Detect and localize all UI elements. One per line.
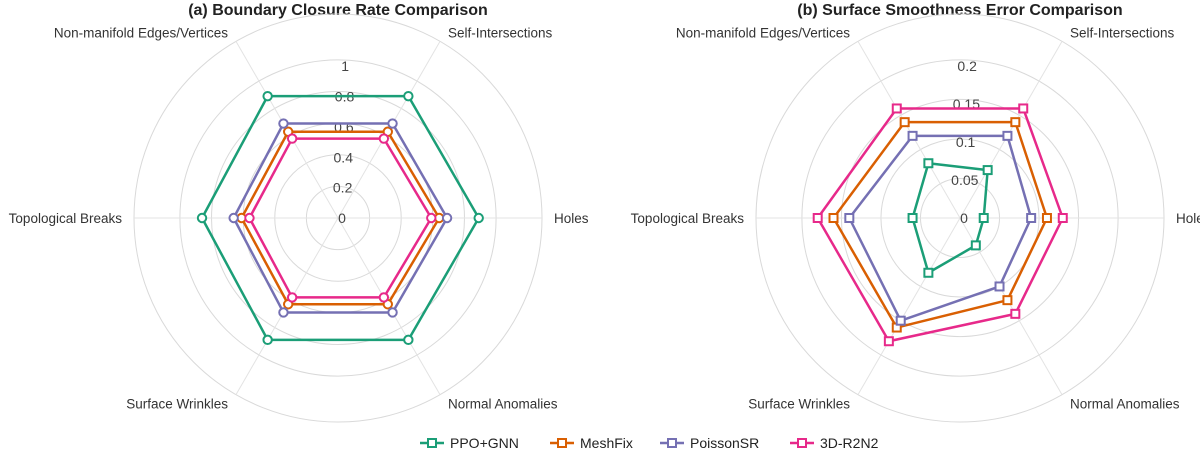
legend-swatch-marker — [797, 438, 807, 448]
surface-smoothness-radar-chart: (b) Surface Smoothness Error Comparison … — [631, 2, 1200, 423]
chart-b-tick-label: 0.2 — [957, 58, 977, 74]
chart-b-tick-label: 0.15 — [953, 96, 980, 112]
chart-b-point-poissonsr — [907, 130, 918, 141]
chart-b-axis-label-non-manifold-edges-vertices: Non-manifold Edges/Vertices — [676, 25, 850, 40]
chart-a-point-3d-r2n2 — [378, 133, 390, 144]
chart-b-axis-label-surface-wrinkles: Surface Wrinkles — [748, 397, 850, 412]
chart-b-point-poissonsr — [844, 213, 855, 223]
chart-b-series-poissonsr — [844, 130, 1037, 326]
chart-a-tick-label: 0 — [338, 210, 346, 226]
chart-a-point-poissonsr — [278, 118, 289, 129]
legend: PPO+GNN MeshFix PoissonSR 3D-R2N2 — [420, 435, 879, 451]
chart-a-axis-label-topological-breaks: Topological Breaks — [9, 211, 123, 226]
chart-b-point-3d-r2n2 — [812, 213, 823, 223]
chart-a-series-3d-r2n2 — [244, 133, 437, 303]
chart-a-point-ppo-gnn — [262, 334, 273, 346]
chart-b-point-poissonsr — [895, 315, 906, 326]
boundary-closure-radar-chart: (a) Boundary Closure Rate Comparison 0 0.… — [9, 2, 589, 423]
chart-b-spoke — [857, 41, 961, 219]
chart-b-point-3d-r2n2 — [883, 336, 894, 347]
chart-b-point-ppo-gnn — [982, 165, 993, 176]
chart-b-point-3d-r2n2 — [891, 103, 902, 114]
chart-b-spoke — [959, 41, 1063, 219]
legend-swatch-marker — [667, 438, 677, 448]
chart-b-point-3d-r2n2 — [1010, 308, 1021, 319]
chart-b-axis-label-holes: Holes — [1176, 211, 1200, 226]
legend-item-3d-r2n2: 3D-R2N2 — [790, 435, 879, 451]
legend-label: PoissonSR — [690, 435, 759, 451]
chart-b-point-meshfix — [828, 213, 839, 223]
chart-b-tick-label: 0.05 — [951, 172, 978, 188]
legend-item-poissonsr: PoissonSR — [660, 435, 759, 451]
chart-a-axis-label-holes: Holes — [554, 211, 589, 226]
legend-swatch-marker — [427, 438, 437, 448]
chart-b-title: (b) Surface Smoothness Error Comparison — [797, 2, 1122, 19]
chart-a-point-poissonsr — [387, 118, 398, 129]
chart-b-series-ppo-gnn — [907, 158, 993, 278]
chart-b-tick-label: 0 — [960, 210, 968, 226]
chart-a-point-poissonsr — [228, 212, 239, 224]
chart-a-point-ppo-gnn — [262, 90, 273, 102]
chart-b-axis-label-self-intersections: Self-Intersections — [1070, 25, 1175, 40]
chart-a-point-poissonsr — [278, 307, 289, 318]
chart-a-axis-label-normal-anomalies: Normal Anomalies — [448, 397, 558, 412]
legend-item-meshfix: MeshFix — [550, 435, 633, 451]
chart-b-point-meshfix — [1010, 117, 1021, 128]
chart-b-point-meshfix — [1041, 213, 1052, 223]
legend-label: 3D-R2N2 — [820, 435, 879, 451]
legend-label: MeshFix — [580, 435, 633, 451]
chart-a-point-3d-r2n2 — [426, 212, 437, 224]
chart-b-point-poissonsr — [1026, 213, 1037, 223]
chart-a-tick-label: 0.2 — [333, 180, 353, 196]
chart-b-point-3d-r2n2 — [1057, 213, 1068, 223]
chart-b-point-ppo-gnn — [907, 213, 918, 223]
chart-a-point-poissonsr — [441, 212, 453, 224]
chart-a-point-ppo-gnn — [403, 90, 414, 102]
chart-b-point-ppo-gnn — [978, 213, 989, 223]
chart-b-point-meshfix — [899, 117, 910, 128]
chart-a-point-3d-r2n2 — [378, 292, 390, 303]
chart-a-title: (a) Boundary Closure Rate Comparison — [188, 2, 488, 19]
chart-b-point-ppo-gnn — [923, 158, 934, 169]
chart-b-tick-label: 0.1 — [956, 134, 976, 150]
chart-a-tick-label: 1 — [341, 58, 349, 74]
chart-a-tick-label: 0.4 — [334, 149, 354, 165]
chart-b-grid — [755, 13, 1165, 423]
legend-swatch-marker — [557, 438, 567, 448]
chart-b-series-3d-r2n2 — [812, 103, 1068, 347]
chart-a-axis-label-self-intersections: Self-Intersections — [448, 25, 553, 40]
chart-b-point-ppo-gnn — [970, 240, 981, 251]
legend-label: PPO+GNN — [450, 435, 519, 451]
chart-a-axis-label-non-manifold-edges-vertices: Non-manifold Edges/Vertices — [54, 25, 228, 40]
chart-a-axis-label-surface-wrinkles: Surface Wrinkles — [126, 397, 228, 412]
chart-a-series-ppo-gnn — [196, 90, 484, 346]
chart-b-spoke — [857, 217, 961, 395]
chart-a-point-3d-r2n2 — [286, 133, 298, 144]
chart-b-point-poissonsr — [1002, 130, 1013, 141]
chart-b-point-poissonsr — [994, 281, 1005, 292]
chart-a-point-poissonsr — [387, 307, 398, 318]
chart-b-series-meshfix — [828, 117, 1052, 333]
chart-a-point-3d-r2n2 — [244, 212, 255, 224]
chart-a-point-ppo-gnn — [196, 212, 208, 224]
chart-a-point-ppo-gnn — [403, 334, 414, 346]
chart-b-point-3d-r2n2 — [1018, 103, 1029, 114]
chart-a-series-poissonsr — [228, 118, 453, 318]
chart-b-point-meshfix — [1002, 295, 1013, 306]
chart-a-point-3d-r2n2 — [286, 292, 298, 303]
chart-b-point-ppo-gnn — [923, 267, 934, 278]
chart-b-axis-label-topological-breaks: Topological Breaks — [631, 211, 745, 226]
legend-item-ppo-gnn: PPO+GNN — [420, 435, 519, 451]
chart-b-axis-label-normal-anomalies: Normal Anomalies — [1070, 397, 1180, 412]
chart-a-point-ppo-gnn — [473, 212, 484, 224]
